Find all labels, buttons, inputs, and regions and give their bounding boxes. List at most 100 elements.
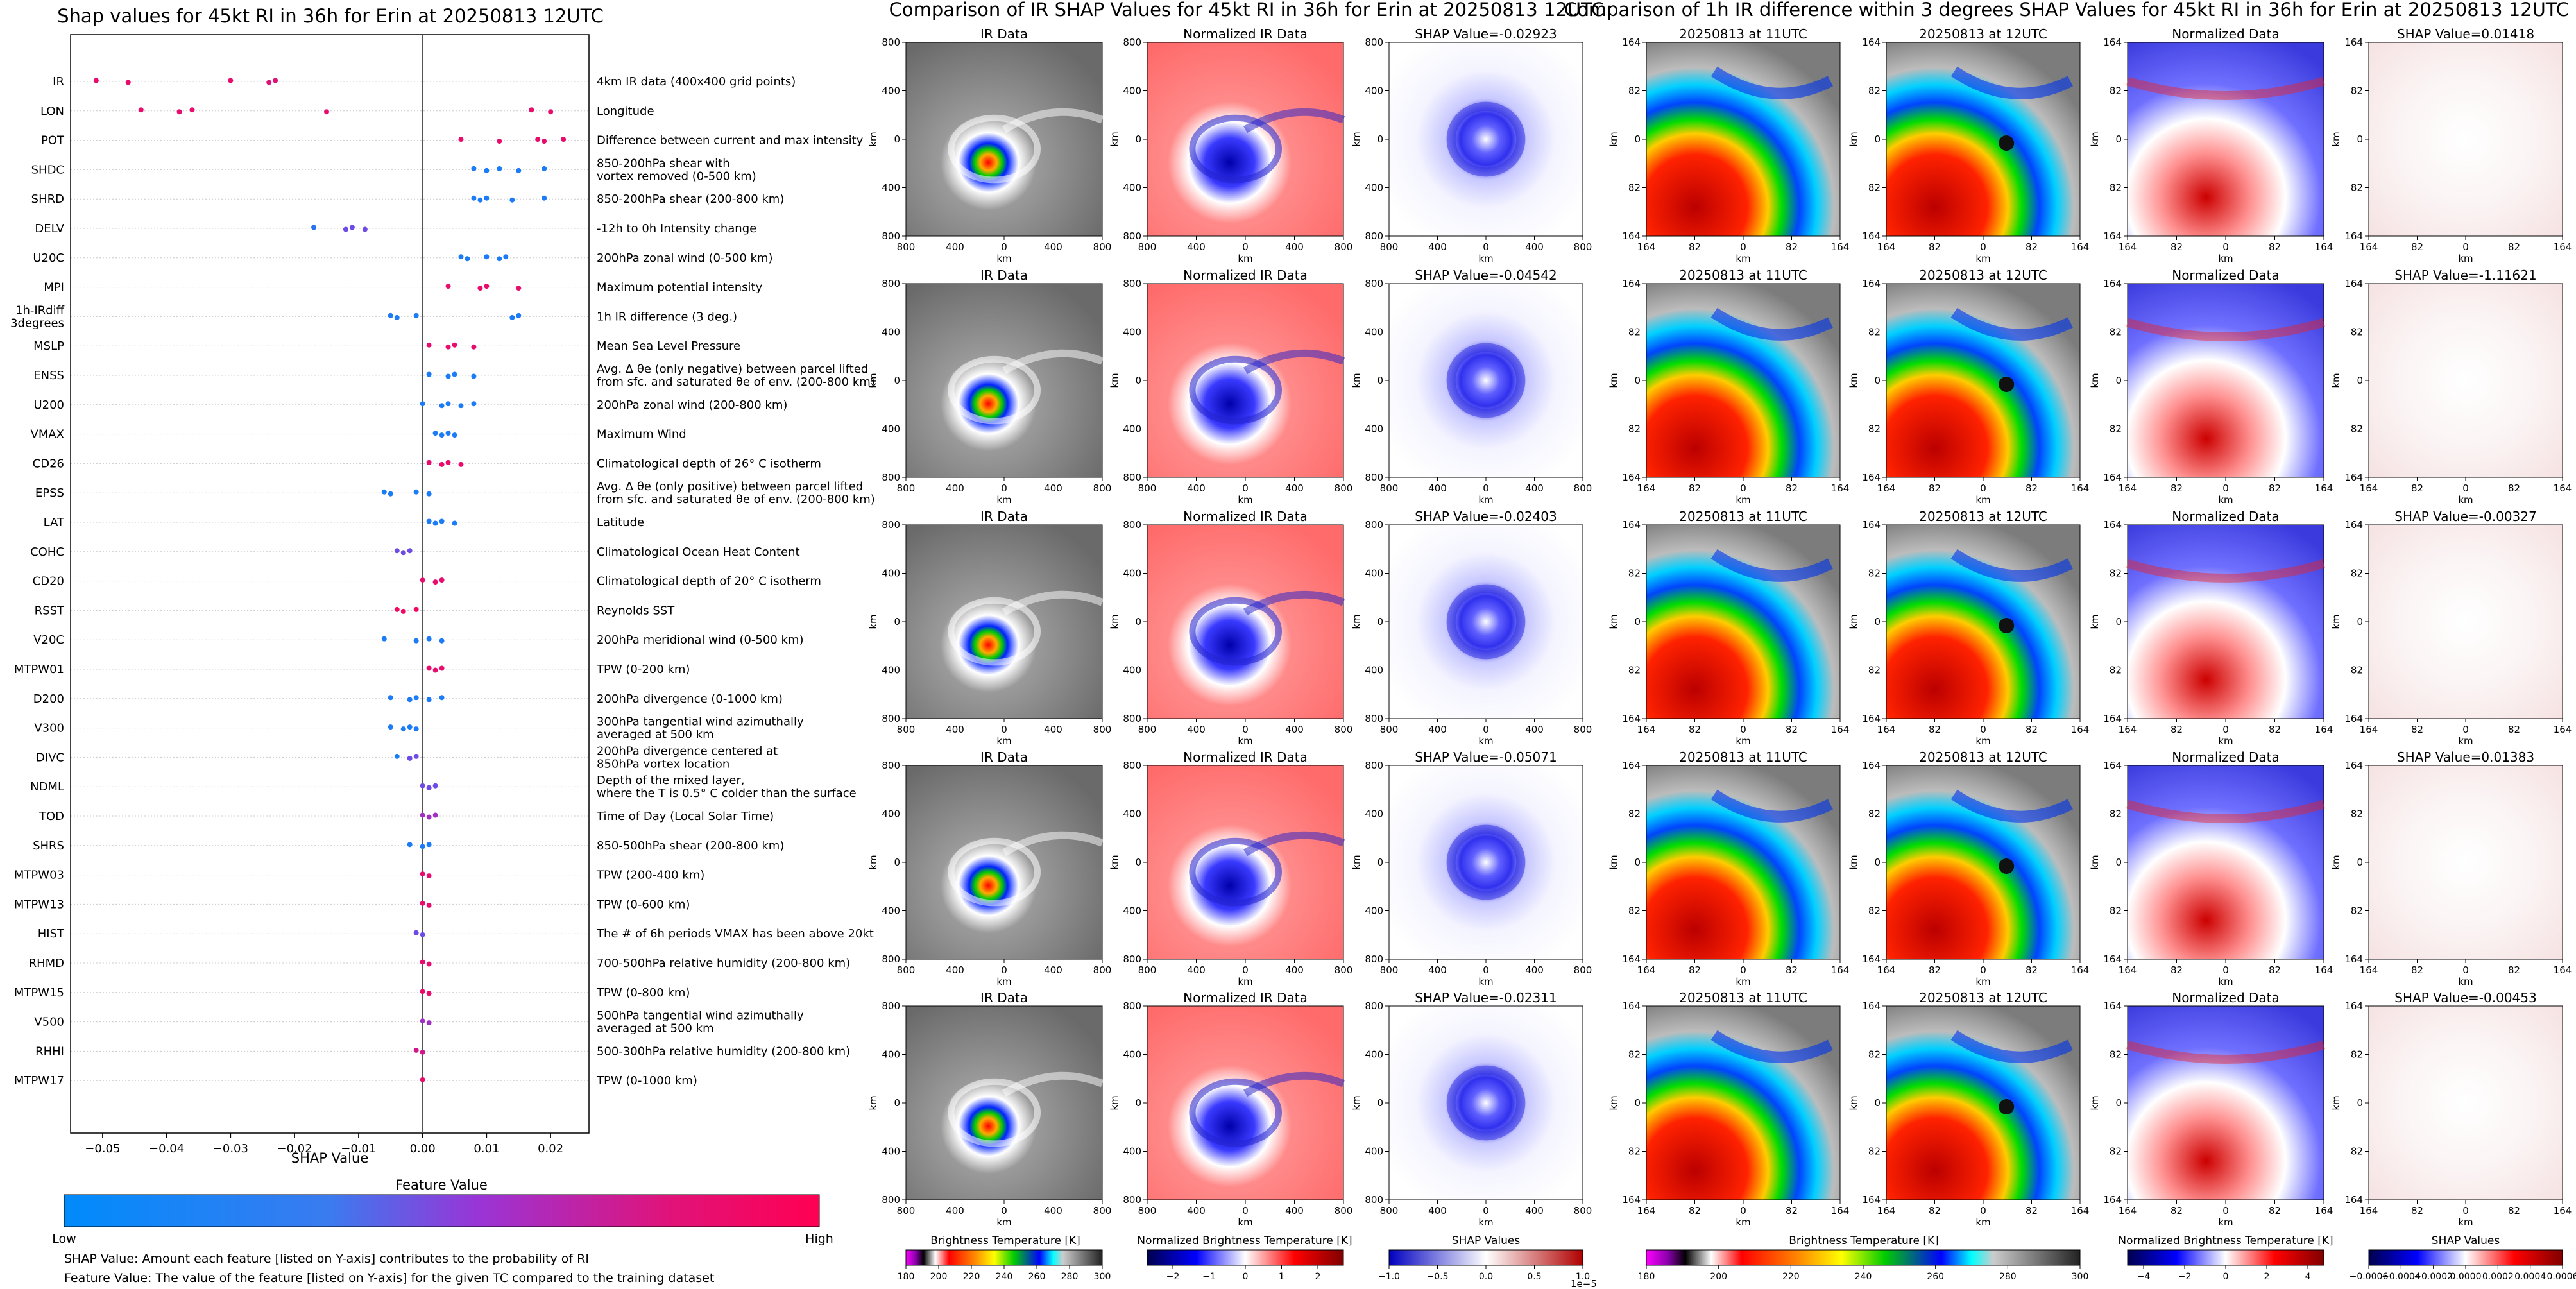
x-tick-label: 164 <box>2360 964 2378 976</box>
y-tick-label: 82 <box>2110 182 2122 194</box>
ir-panel-image <box>905 42 1103 237</box>
x-tick-label: 82 <box>2269 241 2281 253</box>
y-tick-label: 800 <box>882 1194 900 1206</box>
shap-point <box>477 286 483 291</box>
x-tick-label: 164 <box>2315 724 2333 735</box>
y-tick-label: 0 <box>1377 133 1383 145</box>
y-tick-label: 400 <box>1123 1049 1141 1061</box>
x-tick-label: 400 <box>1428 964 1447 976</box>
shap-point <box>471 373 477 379</box>
y-tick-label: 0 <box>2115 857 2122 868</box>
ir-panel: Normalized IR Data8008004004000040040080… <box>1109 749 1352 987</box>
shap-point <box>484 284 490 289</box>
x-tick-label: 82 <box>2026 964 2038 976</box>
y-tick-label: 0 <box>1874 133 1881 145</box>
shap-point <box>176 109 182 115</box>
shap-point <box>426 665 432 671</box>
cloud-band <box>1950 307 2073 341</box>
storm-spiral <box>948 114 1041 184</box>
shap-point <box>394 606 400 612</box>
ir-panel-title: IR Data <box>980 268 1028 283</box>
ir-cbar2-ticks: −2 −1 0 1 2 <box>1166 1265 1320 1282</box>
x-tick-label: 82 <box>2269 964 2281 976</box>
beeswarm-panel: Shap values for 45kt RI in 36h for Erin … <box>10 5 875 1285</box>
diff-panel-title: 20250813 at 11UTC <box>1679 990 1807 1005</box>
diff-panel-title: Normalized Data <box>2172 509 2280 524</box>
diff-panel: SHAP Value=-0.00453164164828200828216416… <box>2330 990 2572 1228</box>
x-tick-label: 0 <box>1242 241 1249 253</box>
x-tick-label: 82 <box>2269 1205 2281 1216</box>
diff-panel-title: 20250813 at 12UTC <box>1919 509 2047 524</box>
diff-panel-title: 20250813 at 12UTC <box>1919 749 2047 765</box>
x-tick-label: −0.02 <box>277 1142 312 1156</box>
feature-name: LON <box>40 105 64 118</box>
x-tick-label: 82 <box>1929 964 1941 976</box>
feature-name: RHMD <box>29 957 64 970</box>
ir-panel-image <box>1388 765 1583 960</box>
feature-description: averaged at 500 km <box>597 1022 714 1036</box>
y-tick-label: 800 <box>1123 519 1141 531</box>
y-tick-label: 400 <box>882 1146 900 1157</box>
x-tick-label: 82 <box>1689 724 1701 735</box>
feature-name: DIVC <box>36 751 64 764</box>
x-tick-label: 800 <box>1380 241 1399 253</box>
shap-point <box>388 312 393 318</box>
x-tick-label: 82 <box>2508 964 2520 976</box>
x-tick-label: 82 <box>2171 241 2183 253</box>
y-tick-label: 400 <box>1123 808 1141 820</box>
x-tick-label: 400 <box>1428 241 1447 253</box>
x-tick-label: 0 <box>1483 482 1489 494</box>
y-tick-label: 164 <box>2103 278 2122 289</box>
shap-point <box>426 785 432 790</box>
y-tick-label: 82 <box>1628 568 1641 579</box>
cbar-tick-label: 300 <box>2072 1272 2089 1282</box>
x-tick-label: 0 <box>1980 964 1986 976</box>
x-tick-label: 82 <box>2508 724 2520 735</box>
ir-panel: Normalized IR Data8008004004000040040080… <box>1109 509 1352 747</box>
x-tick-label: 0 <box>1483 724 1489 735</box>
shap-point <box>471 344 477 350</box>
ir-panel-title: SHAP Value=-0.05071 <box>1415 749 1557 765</box>
x-tick-label: 400 <box>1044 241 1062 253</box>
x-tick-label: 800 <box>1138 1205 1157 1216</box>
shap-point <box>426 873 432 879</box>
x-tick-label: 82 <box>2026 1205 2038 1216</box>
ir-panel: SHAP Value=-0.02311800800400400004004008… <box>1351 990 1592 1228</box>
shap-point <box>388 695 393 701</box>
shap-point <box>432 579 438 585</box>
diff-panel-title: Normalized Data <box>2172 268 2280 283</box>
x-axis-label: km <box>996 1216 1011 1228</box>
colorbar-high-label: High <box>805 1232 833 1246</box>
x-tick-label: 82 <box>2171 964 2183 976</box>
shap-point <box>452 432 457 438</box>
feature-name: IR <box>53 75 64 89</box>
y-tick-label: 0 <box>1874 857 1881 868</box>
y-tick-label: 400 <box>1123 423 1141 435</box>
y-tick-label: 800 <box>882 37 900 48</box>
x-tick-label: 164 <box>2071 724 2090 735</box>
x-axis-label: km <box>1478 735 1493 747</box>
storm-spiral <box>1189 114 1283 184</box>
x-tick-label: 400 <box>1525 1205 1544 1216</box>
cloud-band <box>1950 1030 2073 1063</box>
ir-panel-title: Normalized IR Data <box>1183 268 1308 283</box>
y-tick-label: 82 <box>1628 423 1641 435</box>
x-tick-label: 400 <box>1044 1205 1062 1216</box>
feature-description: 200hPa divergence (0-1000 km) <box>597 692 783 706</box>
shap-ring <box>1446 584 1526 660</box>
shap-point <box>426 902 432 908</box>
diff-panel: SHAP Value=0.013831641648282008282164164… <box>2330 749 2572 987</box>
y-tick-label: 164 <box>2103 760 2122 771</box>
storm-eye <box>1999 858 2015 875</box>
x-tick-label: 800 <box>1138 241 1157 253</box>
shap-point <box>394 753 400 759</box>
y-tick-label: 400 <box>1365 665 1383 676</box>
diff-cbar2-ticks: −4 −2 0 2 4 <box>2137 1265 2311 1282</box>
y-tick-label: 82 <box>1868 905 1881 917</box>
diff-cbar2 <box>2127 1249 2324 1266</box>
y-tick-label: 164 <box>2103 713 2122 724</box>
y-tick-label: 800 <box>1123 37 1141 48</box>
y-tick-label: 0 <box>894 133 900 145</box>
x-tick-label: 800 <box>1380 482 1399 494</box>
y-tick-label: 164 <box>1862 760 1881 771</box>
